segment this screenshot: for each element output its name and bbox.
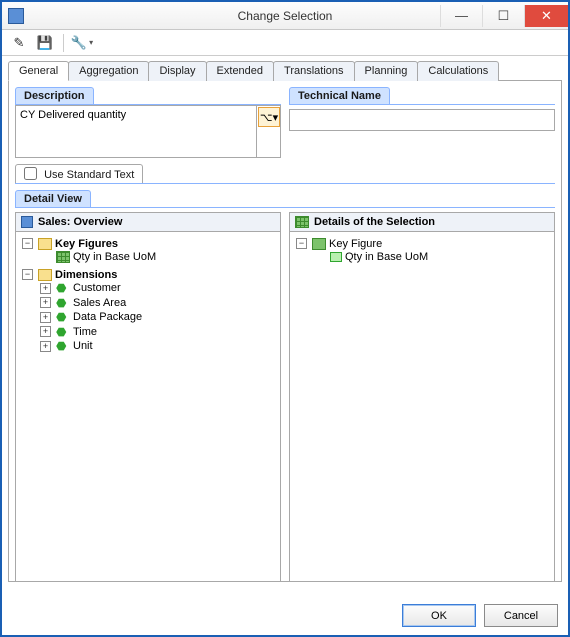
collapse-icon[interactable]: − (22, 269, 33, 280)
dimensions-label: Dimensions (55, 269, 117, 281)
tree-node-customer[interactable]: + ⬣ Customer (40, 282, 121, 294)
tab-display[interactable]: Display (148, 61, 206, 81)
use-standard-text-checkbox[interactable] (24, 167, 37, 180)
details-selection-header: Details of the Selection (290, 213, 554, 232)
detail-panels: Sales: Overview − Key Figures (15, 212, 555, 582)
key-figure-label: Key Figure (329, 238, 382, 250)
tools-dropdown-icon[interactable]: 🔧 (71, 33, 93, 53)
tree-node-unit[interactable]: + ⬣ Unit (40, 340, 93, 352)
detail-view-line (15, 207, 555, 208)
window-buttons: — ☐ ✕ (440, 5, 568, 27)
tab-extended[interactable]: Extended (206, 61, 274, 81)
dimension-icon: ⬣ (56, 340, 70, 352)
keyfigure-icon (56, 251, 70, 263)
dim-data-package-label: Data Package (73, 311, 142, 323)
grid-icon (295, 216, 309, 228)
use-standard-text-line (15, 183, 555, 184)
dimension-icon: ⬣ (56, 282, 70, 294)
expand-icon[interactable]: + (40, 312, 51, 323)
save-icon[interactable]: 💾 (34, 33, 56, 53)
sales-overview-title: Sales: Overview (38, 216, 122, 228)
key-figures-label: Key Figures (55, 238, 118, 250)
folder-icon (38, 269, 52, 281)
description-input[interactable] (15, 105, 257, 158)
titlebar: Change Selection — ☐ ✕ (2, 2, 568, 30)
qty-base-uom-label: Qty in Base UoM (73, 251, 156, 263)
tree-node-time[interactable]: + ⬣ Time (40, 326, 97, 338)
tab-planning[interactable]: Planning (354, 61, 419, 81)
ok-button[interactable]: OK (402, 604, 476, 627)
expand-icon[interactable]: + (40, 283, 51, 294)
details-selection-title: Details of the Selection (314, 216, 435, 228)
sales-overview-header: Sales: Overview (16, 213, 280, 232)
top-row: Description ⌥▾ Technical Name (15, 87, 555, 158)
description-buttons: ⌥▾ (257, 105, 281, 158)
sales-overview-tree: − Key Figures Qty in Base UoM (16, 232, 280, 581)
detail-view-label: Detail View (15, 190, 91, 207)
description-formula-icon[interactable]: ⌥▾ (258, 107, 280, 127)
toolbar-separator (63, 34, 64, 52)
check-icon[interactable]: ✎ (8, 33, 30, 53)
technical-name-label: Technical Name (289, 87, 390, 104)
tab-general[interactable]: General (8, 61, 69, 81)
expand-icon[interactable]: + (40, 341, 51, 352)
collapse-icon[interactable]: − (296, 238, 307, 249)
tree-node-dimensions[interactable]: − Dimensions (22, 269, 117, 281)
detail-view-section: Detail View (15, 190, 555, 208)
qty-base-uom-sel-label: Qty in Base UoM (345, 251, 428, 263)
tree-node-key-figures[interactable]: − Key Figures (22, 238, 118, 250)
technical-name-section: Technical Name (289, 87, 555, 158)
cancel-button[interactable]: Cancel (484, 604, 558, 627)
app-icon (8, 8, 24, 24)
dimension-icon: ⬣ (56, 311, 70, 323)
use-standard-text-tab[interactable]: Use Standard Text (15, 164, 143, 183)
tree-node-data-package[interactable]: + ⬣ Data Package (40, 311, 142, 323)
tree-node-key-figure[interactable]: − Key Figure (296, 238, 382, 250)
cube-icon (21, 216, 33, 228)
dimension-icon: ⬣ (56, 326, 70, 338)
maximize-button[interactable]: ☐ (482, 5, 524, 27)
dim-time-label: Time (73, 326, 97, 338)
minimize-button[interactable]: — (440, 5, 482, 27)
details-selection-panel: Details of the Selection − Key Figure (289, 212, 555, 582)
description-box: ⌥▾ (15, 104, 281, 158)
collapse-icon[interactable]: − (22, 238, 33, 249)
tabbar: General Aggregation Display Extended Tra… (2, 56, 568, 80)
use-standard-text-label: Use Standard Text (44, 169, 134, 181)
close-button[interactable]: ✕ (524, 5, 568, 27)
technical-name-input[interactable] (289, 109, 555, 131)
dimension-icon: ⬣ (56, 297, 70, 309)
detail-icon (330, 252, 342, 262)
sales-overview-panel: Sales: Overview − Key Figures (15, 212, 281, 582)
use-standard-text-row: Use Standard Text (15, 164, 555, 184)
keyfigure-icon (312, 238, 326, 250)
expand-icon[interactable]: + (40, 297, 51, 308)
toolbar: ✎ 💾 🔧 (2, 30, 568, 56)
tree-node-sales-area[interactable]: + ⬣ Sales Area (40, 297, 126, 309)
folder-icon (38, 238, 52, 250)
tree-node-qty-base-uom[interactable]: Qty in Base UoM (40, 251, 156, 263)
dialog-footer: OK Cancel (402, 604, 558, 627)
tab-content: Description ⌥▾ Technical Name Use Standa… (8, 80, 562, 582)
tab-aggregation[interactable]: Aggregation (68, 61, 149, 81)
description-section: Description ⌥▾ (15, 87, 281, 158)
tree-node-qty-base-uom-sel[interactable]: Qty in Base UoM (314, 251, 428, 263)
technical-name-box (289, 104, 555, 131)
spacer (314, 251, 325, 262)
dim-unit-label: Unit (73, 340, 93, 352)
dim-sales-area-label: Sales Area (73, 297, 126, 309)
tab-calculations[interactable]: Calculations (417, 61, 499, 81)
tab-translations[interactable]: Translations (273, 61, 355, 81)
expand-icon[interactable]: + (40, 326, 51, 337)
description-label: Description (15, 87, 94, 104)
details-selection-tree: − Key Figure Qty in Base UoM (290, 232, 554, 581)
dim-customer-label: Customer (73, 282, 121, 294)
spacer (40, 251, 51, 262)
